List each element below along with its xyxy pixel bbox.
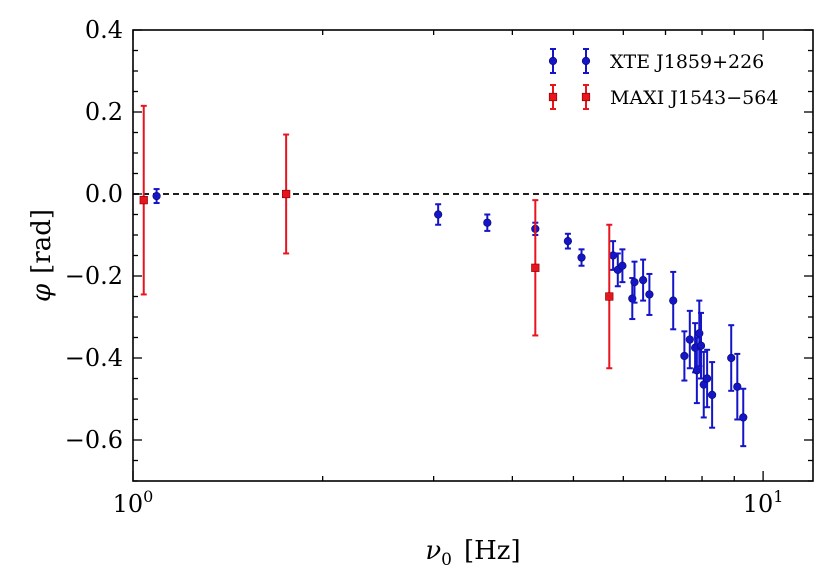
legend-label: XTE J1859+226 — [610, 51, 764, 73]
data-point — [692, 366, 701, 375]
y-tick-label: 0.4 — [85, 16, 123, 44]
y-tick-label: −0.4 — [65, 344, 123, 372]
legend-label: MAXI J1543−564 — [610, 87, 778, 109]
data-point — [703, 374, 712, 383]
data-point — [639, 276, 648, 285]
y-axis-label: φ[rad] — [27, 209, 57, 302]
data-point — [669, 296, 678, 305]
legend-marker — [548, 56, 558, 66]
data-point — [563, 237, 572, 246]
axes-layer: 0.4 0.2 0.0 −0.2 −0.4 −0.6 100 101 — [65, 16, 813, 518]
y-tick-label: 0.0 — [85, 180, 123, 208]
legend-marker — [581, 56, 591, 66]
legend-entry: MAXI J1543−564 — [548, 84, 778, 110]
data-point — [696, 341, 706, 350]
y-tick-label: 0.2 — [85, 98, 123, 126]
data-point — [531, 263, 540, 272]
x-axis-label: ν0 [Hz] — [425, 536, 520, 570]
data-point — [680, 351, 689, 361]
y-tick-label: −0.6 — [65, 426, 123, 454]
axis-labels: ν0 [Hz] φ[rad] — [27, 209, 521, 570]
legend-entry: XTE J1859+226 — [548, 48, 764, 74]
legend-marker — [581, 92, 591, 102]
data-point — [739, 413, 748, 422]
data-point — [733, 382, 742, 391]
legend: XTE J1859+226 MAXI J1543−564 — [548, 48, 778, 110]
data-point — [727, 353, 736, 363]
series-xte-j1859 — [152, 188, 748, 448]
legend-marker — [548, 92, 558, 102]
x-tick-label: 100 — [113, 487, 154, 518]
data-point — [630, 278, 639, 287]
data-point — [645, 290, 654, 299]
data-point — [685, 335, 694, 344]
data-point — [152, 191, 161, 201]
data-point — [577, 253, 586, 262]
data-point — [483, 218, 492, 227]
data-point — [618, 261, 627, 270]
data-point — [434, 210, 443, 219]
data-point — [708, 390, 717, 400]
data-point — [282, 189, 291, 199]
data-point — [139, 196, 148, 205]
y-tick-label: −0.2 — [65, 262, 123, 290]
data-series-layer — [139, 104, 748, 448]
x-tick-label: 101 — [743, 487, 784, 518]
data-point — [605, 292, 614, 301]
series-maxi-j1543 — [139, 104, 614, 370]
